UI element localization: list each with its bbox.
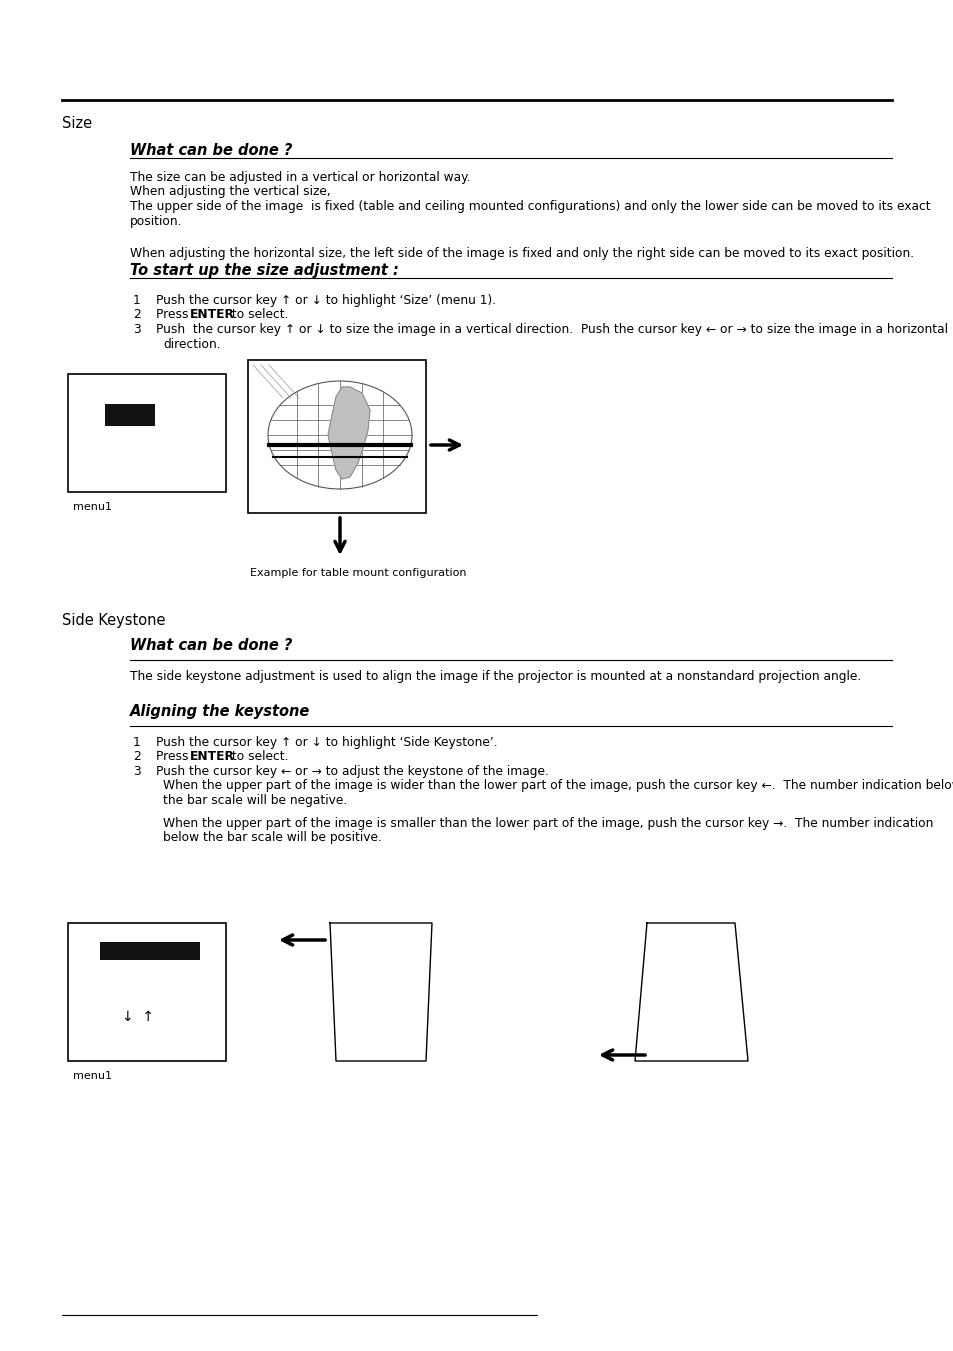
Text: When adjusting the horizontal size, the left side of the image is fixed and only: When adjusting the horizontal size, the … [130,247,913,261]
Polygon shape [635,923,747,1061]
Text: ↓  ↑: ↓ ↑ [122,1011,153,1024]
Text: 3: 3 [132,765,141,778]
Bar [68,374,226,492]
Text: to select.: to select. [228,308,288,322]
Text: What can be done ?: What can be done ? [130,638,292,653]
Text: Push the cursor key ↑ or ↓ to highlight ‘Size’ (menu 1).: Push the cursor key ↑ or ↓ to highlight … [156,295,496,307]
Text: ENTER: ENTER [190,751,234,763]
Text: The upper side of the image  is fixed (table and ceiling mounted configurations): The upper side of the image is fixed (ta… [130,200,929,213]
Text: 2: 2 [132,751,141,763]
Text: When adjusting the vertical size,: When adjusting the vertical size, [130,185,331,199]
Text: position.: position. [130,215,182,227]
Text: When the upper part of the image is smaller than the lower part of the image, pu: When the upper part of the image is smal… [163,816,932,830]
Bar [105,404,154,426]
Polygon shape [328,386,370,480]
Text: Side Keystone: Side Keystone [62,613,165,628]
Text: To start up the size adjustment :: To start up the size adjustment : [130,263,398,278]
Text: 2: 2 [132,308,141,322]
Text: The size can be adjusted in a vertical or horizontal way.: The size can be adjusted in a vertical o… [130,172,470,184]
Bar [248,359,426,513]
Text: the bar scale will be negative.: the bar scale will be negative. [163,794,347,807]
Text: below the bar scale will be positive.: below the bar scale will be positive. [163,831,381,844]
Text: The side keystone adjustment is used to align the image if the projector is moun: The side keystone adjustment is used to … [130,670,861,684]
Text: 1: 1 [132,736,141,748]
Bar [68,923,226,1061]
Bar [100,942,200,961]
Text: Push the cursor key ↑ or ↓ to highlight ‘Side Keystone’.: Push the cursor key ↑ or ↓ to highlight … [156,736,497,748]
Polygon shape [330,923,432,1061]
Text: What can be done ?: What can be done ? [130,143,292,158]
Text: Aligning the keystone: Aligning the keystone [130,704,310,719]
Text: Press: Press [156,751,193,763]
Text: 1: 1 [132,295,141,307]
Text: direction.: direction. [163,338,220,350]
Text: Push  the cursor key ↑ or ↓ to size the image in a vertical direction.  Push the: Push the cursor key ↑ or ↓ to size the i… [156,323,947,336]
Text: menu1: menu1 [73,1071,112,1081]
Text: Size: Size [62,116,92,131]
Text: Push the cursor key ← or → to adjust the keystone of the image.: Push the cursor key ← or → to adjust the… [156,765,548,778]
Text: When the upper part of the image is wider than the lower part of the image, push: When the upper part of the image is wide… [163,780,953,793]
Text: Press: Press [156,308,193,322]
Text: to select.: to select. [228,751,288,763]
Text: 3: 3 [132,323,141,336]
Text: ENTER: ENTER [190,308,234,322]
Text: menu1: menu1 [73,503,112,512]
Text: Example for table mount configuration: Example for table mount configuration [250,567,466,578]
